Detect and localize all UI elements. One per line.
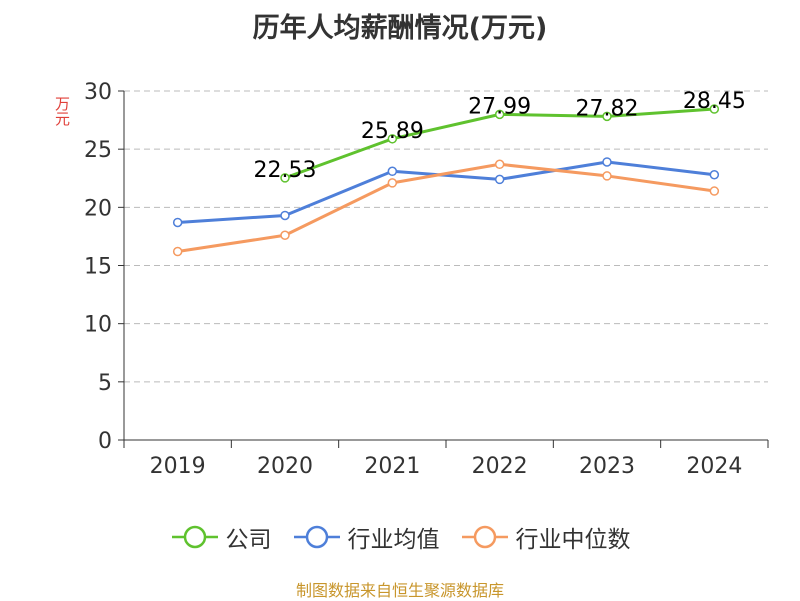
x-tick-label: 2020	[257, 454, 313, 479]
legend-label: 行业中位数	[515, 527, 631, 553]
data-point	[602, 157, 612, 167]
data-point	[387, 134, 398, 144]
legend-item[interactable]: 行业均值	[292, 520, 440, 554]
y-tick-label: 20	[84, 196, 112, 221]
data-point	[280, 173, 290, 183]
x-tick-label: 2024	[686, 454, 742, 479]
legend-item[interactable]: 公司	[170, 520, 272, 554]
data-label: 25.89	[361, 119, 424, 144]
data-point	[494, 159, 505, 170]
legend-item[interactable]: 行业中位数	[460, 520, 631, 554]
x-tick-label: 2019	[150, 454, 206, 479]
legend-label: 行业均值	[347, 527, 440, 553]
y-tick-label: 30	[84, 80, 112, 105]
data-label: 27.99	[468, 94, 531, 119]
data-point	[280, 210, 290, 221]
y-tick-label: 0	[98, 429, 112, 454]
legend: 公司 行业均值 行业中位数	[0, 517, 800, 557]
source-note: 制图数据来自恒生聚源数据库	[295, 581, 504, 600]
data-point	[280, 230, 290, 241]
data-point	[172, 246, 183, 257]
data-point	[602, 111, 612, 122]
chart-title: 历年人均薪酬情况(万元)	[252, 13, 548, 44]
data-point	[387, 178, 398, 188]
x-tick-label: 2021	[364, 454, 420, 479]
series-line-2	[177, 162, 715, 254]
legend-marker-icon	[293, 525, 340, 549]
legend-label: 公司	[225, 527, 272, 553]
data-label: 22.53	[254, 158, 317, 183]
data-point	[494, 109, 505, 120]
legend-marker-icon	[171, 525, 218, 549]
data-label: 27.82	[576, 96, 639, 121]
data-point	[709, 104, 720, 114]
y-tick-label: 10	[84, 313, 112, 338]
series-line-1	[177, 160, 715, 224]
legend-marker-icon	[461, 525, 508, 549]
data-point	[709, 170, 720, 180]
data-point	[709, 186, 720, 196]
data-point	[172, 217, 183, 228]
data-label: 28.45	[683, 89, 746, 114]
y-tick-label: 15	[84, 255, 112, 280]
data-point	[387, 166, 398, 177]
y-axis-label: 万元	[53, 96, 71, 126]
data-point	[494, 174, 505, 185]
data-point	[602, 171, 612, 181]
x-tick-label: 2022	[472, 454, 528, 479]
y-tick-label: 5	[98, 371, 112, 396]
y-tick-label: 25	[84, 138, 112, 163]
x-tick-label: 2023	[579, 454, 635, 479]
